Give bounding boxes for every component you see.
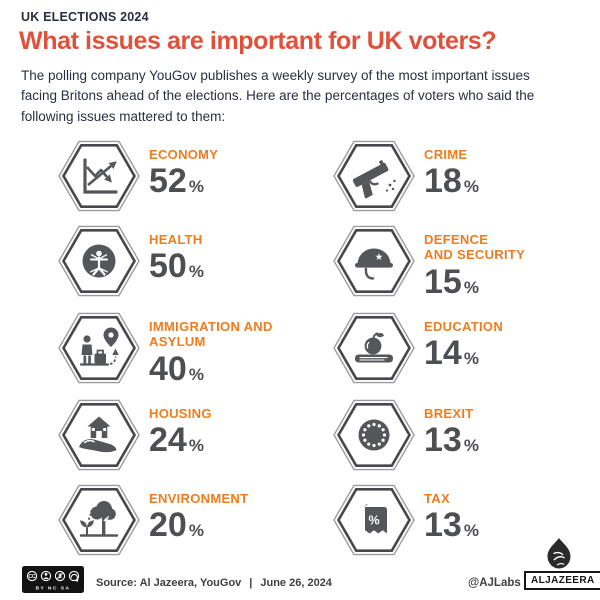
issue-label: DEFENCE AND SECURITY — [424, 232, 526, 263]
issue-label: HOUSING — [149, 406, 212, 421]
issue-label: BREXIT — [424, 406, 474, 421]
tax-receipt-icon: % — [332, 482, 416, 558]
issue-value: 15% — [424, 262, 479, 301]
stat-item-immigration: IMMIGRATION AND ASYLUM 40% — [57, 310, 273, 386]
svg-text:CC: CC — [28, 574, 36, 580]
issue-label: ECONOMY — [149, 147, 219, 162]
issue-label: IMMIGRATION AND ASYLUM — [149, 319, 273, 350]
issue-value: 13% — [424, 421, 479, 460]
percent-sign: % — [188, 364, 204, 384]
issue-label: CRIME — [424, 147, 468, 162]
page-title: What issues are important for UK voters? — [19, 27, 497, 55]
eyebrow-kicker: UK ELECTIONS 2024 — [21, 10, 149, 24]
aljazeera-flame-logo — [544, 537, 574, 571]
eu-stars-icon — [332, 397, 416, 473]
percent-sign: % — [188, 262, 204, 282]
stat-item-housing: HOUSING 24% — [57, 397, 212, 473]
issue-label: HEALTH — [149, 232, 203, 247]
percent-sign: % — [463, 177, 479, 197]
issue-value: 24% — [149, 421, 204, 460]
stat-item-defence: ★ DEFENCE AND SECURITY 15% — [332, 223, 525, 299]
tree-sprout-icon — [57, 482, 141, 558]
percent-sign: % — [463, 436, 479, 456]
migrant-luggage-pin-icon — [57, 310, 141, 386]
source-line: Source: Al Jazeera, YouGov | June 26, 2024 — [96, 577, 332, 589]
percent-sign: % — [188, 436, 204, 456]
vitruvian-man-icon — [57, 223, 141, 299]
issue-value: 52% — [149, 162, 204, 201]
stat-item-brexit: BREXIT 13% — [332, 397, 479, 473]
cc-license-badge: CC $ BY NC SA — [22, 566, 84, 593]
percent-sign: % — [188, 177, 204, 197]
issue-value: 50% — [149, 247, 204, 286]
issue-value: 14% — [424, 334, 479, 373]
military-helmet-icon: ★ — [332, 223, 416, 299]
issue-value: 13% — [424, 506, 479, 545]
percent-sign: % — [463, 521, 479, 541]
apple-on-book-icon — [332, 310, 416, 386]
issue-value: 40% — [149, 349, 204, 388]
aljazeera-wordmark: ALJAZEERA — [524, 571, 600, 590]
issue-label: TAX — [424, 491, 450, 506]
source-text: Source: Al Jazeera, YouGov — [96, 577, 242, 589]
stat-item-education: EDUCATION 14% — [332, 310, 503, 386]
stat-item-health: HEALTH 50% — [57, 223, 204, 299]
date-text: June 26, 2024 — [260, 577, 332, 589]
stat-item-environment: ENVIRONMENT 20% — [57, 482, 248, 558]
issue-label: EDUCATION — [424, 319, 504, 334]
intro-paragraph: The polling company YouGov publishes a w… — [21, 68, 535, 124]
svg-text:★: ★ — [375, 252, 384, 263]
svg-text:$: $ — [58, 574, 62, 580]
source-separator: | — [249, 577, 253, 589]
stat-item-crime: CRIME 18% — [332, 138, 479, 214]
stat-item-tax: % TAX 13% — [332, 482, 479, 558]
stat-item-economy: ECONOMY 52% — [57, 138, 218, 214]
cc-license-letters: BY NC SA — [36, 586, 71, 592]
percent-sign: % — [463, 277, 479, 297]
percent-sign: % — [463, 349, 479, 369]
issue-value: 20% — [149, 506, 204, 545]
hand-holding-house-icon — [57, 397, 141, 473]
issue-value: 18% — [424, 162, 479, 201]
issue-label: ENVIRONMENT — [149, 491, 249, 506]
declining-chart-icon — [57, 138, 141, 214]
svg-text:%: % — [368, 514, 379, 528]
percent-sign: % — [188, 521, 204, 541]
ajlabs-credit: @AJLabs — [468, 577, 521, 589]
handgun-icon — [332, 138, 416, 214]
